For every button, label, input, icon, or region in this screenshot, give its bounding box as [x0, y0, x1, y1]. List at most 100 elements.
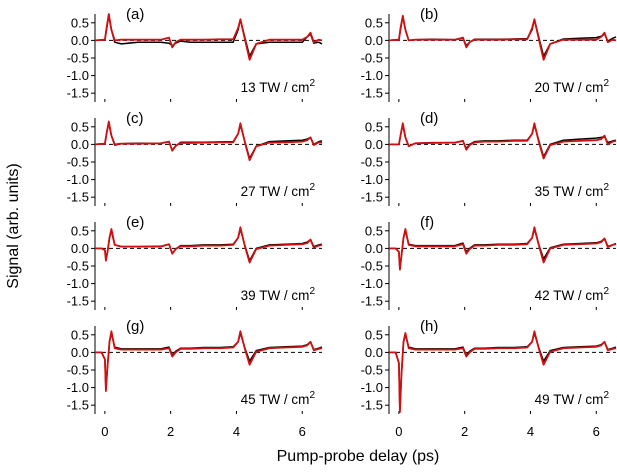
intensity-value: 42 TW / cm — [535, 288, 604, 303]
intensity-exponent: 2 — [603, 286, 609, 297]
fit-trace — [95, 330, 323, 393]
y-tick-label: 0.5 — [71, 327, 89, 342]
panel-label: (g) — [126, 318, 144, 335]
intensity-exponent: 2 — [309, 390, 315, 401]
intensity-value: 49 TW / cm — [535, 392, 604, 407]
y-tick-label: -0.5 — [361, 363, 383, 378]
y-tick-label: 0.0 — [71, 241, 89, 256]
x-axis-title: Pump-probe delay (ps) — [277, 448, 440, 465]
intensity-value: 35 TW / cm — [535, 184, 604, 199]
y-tick-label: -1.5 — [67, 398, 89, 413]
panel-label: (h) — [420, 318, 438, 335]
panel-g: 0.50.0-0.5-1.0-1.50 2 4 6(g)45 TW / cm2 — [67, 318, 323, 439]
y-tick-label: 0.5 — [71, 119, 89, 134]
intensity-exponent: 2 — [603, 390, 609, 401]
x-tick-label: 0 — [395, 424, 402, 439]
intensity-label: 13 TW / cm2 — [241, 78, 316, 95]
intensity-value: 20 TW / cm — [535, 80, 604, 95]
y-tick-label: -0.5 — [361, 259, 383, 274]
y-axis-title: Signal (arb. units) — [5, 163, 22, 288]
y-tick-label: 0.0 — [365, 137, 383, 152]
x-tick-label: 4 — [527, 424, 534, 439]
y-tick-label: -1.0 — [67, 276, 89, 291]
panel-c: 0.5 0.0 -0.5 -1.0 -1.5 (c) 27 TW / cm2 — [67, 110, 323, 206]
fit-trace — [389, 226, 617, 271]
panel-label: (e) — [126, 214, 144, 231]
intensity-value: 13 TW / cm — [241, 80, 310, 95]
panel-label: (f) — [420, 214, 434, 231]
panel-e: 0.5 0.0 -0.5 -1.0 -1.5 (e) 39 TW / cm2 — [67, 214, 323, 310]
y-tick-label: -1.5 — [361, 86, 383, 101]
intensity-exponent: 2 — [309, 286, 315, 297]
panel-a: 0.5 0.0 -0.5 -1.0 -1.5 (a) 13 TW / cm2 — [67, 6, 323, 102]
y-tick-label: 0.5 — [365, 223, 383, 238]
y-tick-label: -0.5 — [361, 155, 383, 170]
y-tick-label: -0.5 — [67, 363, 89, 378]
y-tick-label: -1.5 — [67, 86, 89, 101]
y-tick-label: 0.0 — [365, 345, 383, 360]
measured-trace — [389, 228, 617, 271]
y-tick-label: 0.5 — [365, 327, 383, 342]
x-tick-label: 2 — [167, 424, 174, 439]
fit-trace — [388, 14, 617, 61]
panel-d: 0.5 0.0 -0.5 -1.0 -1.5 (d) 35 TW / cm2 — [361, 110, 617, 206]
y-tick-label: -0.5 — [67, 51, 89, 66]
intensity-value: 27 TW / cm — [241, 184, 310, 199]
panel-f: 0.5 0.0 -0.5 -1.0 -1.5 (f) 42 TW / cm2 — [361, 214, 617, 310]
y-tick-label: 0.0 — [71, 345, 89, 360]
fit-trace — [95, 226, 323, 264]
y-tick-label: -1.5 — [361, 190, 383, 205]
intensity-exponent: 2 — [309, 78, 315, 89]
y-tick-label: -1.0 — [361, 276, 383, 291]
panel-label: (d) — [420, 110, 438, 127]
intensity-label: 42 TW / cm2 — [535, 286, 610, 303]
fit-trace — [94, 13, 323, 61]
y-tick-label: -1.0 — [67, 172, 89, 187]
y-tick-label: -1.5 — [67, 190, 89, 205]
y-tick-label: 0.5 — [71, 223, 89, 238]
measured-trace — [94, 122, 323, 160]
measured-trace — [95, 332, 323, 391]
panel-label: (a) — [126, 6, 144, 23]
y-tick-label: 0.0 — [365, 33, 383, 48]
y-tick-label: 0.5 — [71, 15, 89, 30]
intensity-label: 20 TW / cm2 — [535, 78, 610, 95]
y-tick-label: -1.0 — [361, 172, 383, 187]
intensity-exponent: 2 — [603, 78, 609, 89]
y-tick-label: -0.5 — [67, 259, 89, 274]
y-tick-label: 0.0 — [71, 137, 89, 152]
intensity-exponent: 2 — [309, 182, 315, 193]
y-tick-label: -0.5 — [67, 155, 89, 170]
intensity-label: 45 TW / cm2 — [241, 390, 316, 407]
panels: 0.50.0-0.5-1.0-1.5(a)13 TW / cm20.50.0-0… — [67, 6, 617, 439]
intensity-label: 49 TW / cm2 — [535, 390, 610, 407]
fit-trace — [389, 330, 617, 414]
intensity-value: 45 TW / cm — [241, 392, 310, 407]
y-tick-label: -1.5 — [361, 398, 383, 413]
fit-trace — [389, 122, 617, 160]
y-tick-label: 0.5 — [365, 15, 383, 30]
y-tick-label: -1.5 — [361, 294, 383, 309]
x-tick-label: 4 — [233, 424, 240, 439]
intensity-label: 27 TW / cm2 — [241, 182, 316, 199]
x-tick-label: 0 — [101, 424, 108, 439]
panel-b: 0.5 0.0 -0.5 -1.0 -1.5 (b) 20 TW / cm2 — [361, 6, 617, 102]
panel-label: (b) — [420, 6, 438, 23]
panel-h: 0.50.0-0.5-1.0-1.50 2 4 6(h)49 TW / cm2 — [361, 318, 617, 439]
fit-trace — [94, 120, 323, 162]
y-tick-label: -1.0 — [67, 68, 89, 83]
intensity-label: 35 TW / cm2 — [535, 182, 610, 199]
x-tick-label: 6 — [593, 424, 600, 439]
y-tick-label: -1.5 — [67, 294, 89, 309]
y-tick-label: 0.5 — [365, 119, 383, 134]
y-tick-label: 0.0 — [365, 241, 383, 256]
y-tick-label: -0.5 — [361, 51, 383, 66]
x-tick-label: 2 — [461, 424, 468, 439]
intensity-label: 39 TW / cm2 — [241, 286, 316, 303]
y-tick-label: 0.0 — [71, 33, 89, 48]
intensity-value: 39 TW / cm — [241, 288, 310, 303]
intensity-exponent: 2 — [603, 182, 609, 193]
x-tick-label: 6 — [299, 424, 306, 439]
y-tick-label: -1.0 — [67, 380, 89, 395]
